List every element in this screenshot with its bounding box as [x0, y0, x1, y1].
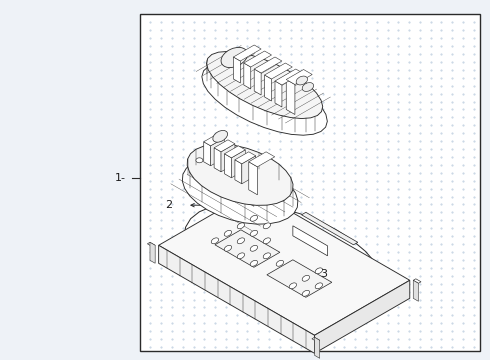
Ellipse shape — [213, 130, 227, 142]
Ellipse shape — [237, 253, 245, 259]
Ellipse shape — [276, 260, 284, 266]
Polygon shape — [204, 142, 211, 166]
Ellipse shape — [211, 238, 219, 244]
Ellipse shape — [302, 275, 310, 281]
Polygon shape — [315, 337, 319, 358]
Polygon shape — [214, 148, 221, 172]
Ellipse shape — [237, 223, 245, 229]
Bar — [140, 14, 480, 351]
Ellipse shape — [263, 253, 270, 259]
Polygon shape — [235, 152, 256, 164]
Polygon shape — [275, 69, 303, 85]
Polygon shape — [413, 280, 418, 301]
Polygon shape — [187, 144, 293, 205]
Ellipse shape — [224, 246, 232, 251]
Polygon shape — [159, 190, 410, 335]
Ellipse shape — [221, 48, 247, 68]
Ellipse shape — [196, 158, 203, 163]
Polygon shape — [233, 57, 241, 83]
Polygon shape — [249, 185, 254, 206]
Polygon shape — [413, 279, 421, 283]
Polygon shape — [150, 242, 155, 263]
Ellipse shape — [237, 238, 245, 244]
Polygon shape — [214, 140, 235, 152]
Ellipse shape — [289, 283, 296, 289]
Polygon shape — [267, 260, 332, 297]
Polygon shape — [286, 80, 295, 114]
Polygon shape — [224, 146, 245, 158]
Ellipse shape — [296, 76, 308, 85]
Polygon shape — [221, 144, 235, 172]
Ellipse shape — [224, 230, 232, 236]
Polygon shape — [231, 150, 245, 178]
Polygon shape — [254, 69, 261, 95]
Polygon shape — [286, 69, 312, 85]
Polygon shape — [159, 245, 315, 353]
Text: 1-: 1- — [115, 173, 125, 183]
Polygon shape — [312, 337, 319, 342]
Polygon shape — [301, 212, 358, 245]
Ellipse shape — [302, 82, 314, 91]
Ellipse shape — [263, 223, 270, 229]
Polygon shape — [204, 134, 224, 146]
Polygon shape — [293, 226, 327, 256]
Text: 3: 3 — [320, 269, 327, 279]
Polygon shape — [182, 157, 298, 224]
Polygon shape — [254, 57, 282, 73]
Polygon shape — [215, 230, 280, 267]
Polygon shape — [224, 154, 231, 178]
Polygon shape — [244, 63, 251, 89]
Polygon shape — [211, 138, 224, 166]
Ellipse shape — [250, 215, 258, 221]
Polygon shape — [249, 184, 256, 188]
Polygon shape — [233, 45, 261, 61]
Ellipse shape — [315, 268, 322, 274]
Polygon shape — [265, 63, 293, 79]
Polygon shape — [235, 160, 242, 184]
Ellipse shape — [250, 246, 258, 251]
Polygon shape — [249, 152, 275, 167]
Polygon shape — [147, 242, 155, 247]
Polygon shape — [202, 63, 327, 135]
Ellipse shape — [250, 260, 258, 266]
Polygon shape — [242, 156, 256, 184]
Polygon shape — [249, 162, 257, 195]
Ellipse shape — [263, 238, 270, 244]
Ellipse shape — [315, 283, 322, 289]
Polygon shape — [206, 51, 323, 118]
Ellipse shape — [302, 291, 310, 296]
Text: 2: 2 — [166, 200, 172, 210]
Polygon shape — [244, 51, 271, 67]
Polygon shape — [275, 81, 282, 107]
Polygon shape — [315, 280, 410, 353]
Ellipse shape — [250, 230, 258, 236]
Polygon shape — [265, 75, 271, 101]
